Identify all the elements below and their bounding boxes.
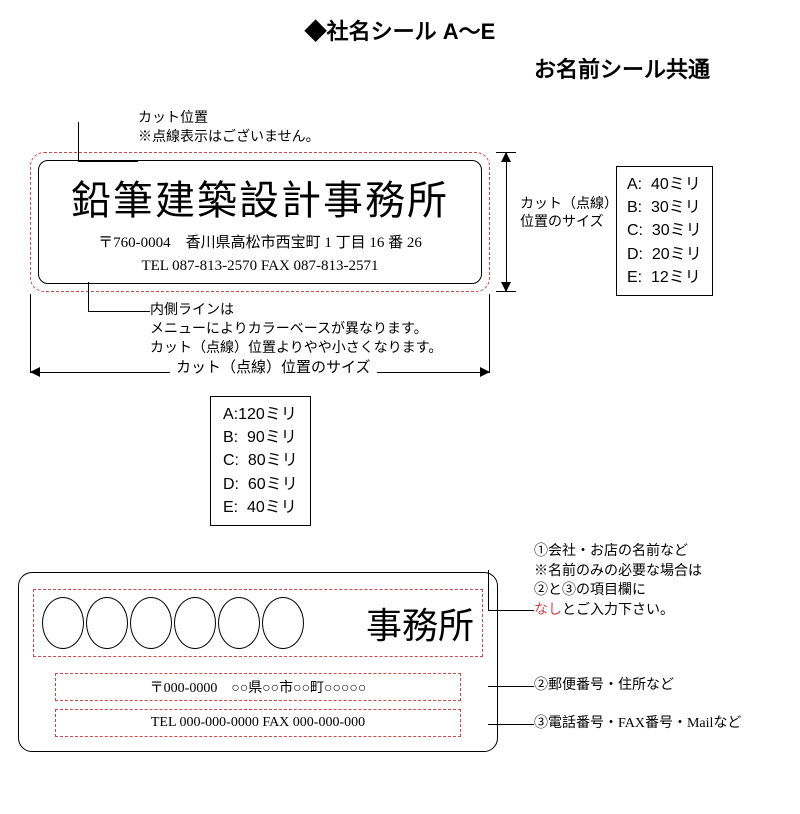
note-line: 内側ラインは (150, 302, 442, 321)
office-suffix: 事務所 (366, 597, 474, 649)
callout-2: ②郵便番号・住所など (534, 676, 674, 696)
callout-line: ②郵便番号・住所など (534, 676, 674, 696)
callout-line: ※名前のみの必要な場合は (534, 562, 702, 582)
label-card-sample: 鉛筆建築設計事務所 〒760-0004 香川県高松市西宝町 1 丁目 16 番 … (30, 152, 490, 292)
template-field-1: 事務所 (33, 589, 483, 657)
cut-position-note: カット位置 ※点線表示はございません。 (138, 110, 320, 148)
address-line: 〒760-0004 香川県高松市西宝町 1 丁目 16 番 26 (30, 232, 490, 255)
template-field-3: TEL 000-000-0000 FAX 000-000-000 (55, 709, 461, 737)
page-title: ◆社名シール A～E (0, 14, 800, 46)
dim-label-line: カット（点線） (520, 196, 618, 214)
callout-line: なしとご入力下さい。 (534, 601, 702, 621)
telfax-line: TEL 087-813-2570 FAX 087-813-2571 (30, 255, 490, 278)
note-line: ※点線表示はございません。 (138, 129, 320, 148)
placeholder-circles (42, 597, 304, 649)
callout-line: ①会社・お店の名前など (534, 542, 702, 562)
callout-3: ③電話番号・FAX番号・Mailなど (534, 714, 741, 734)
note-line: メニューによりカラーベースが異なります。 (150, 321, 442, 340)
top-diagram: カット位置 ※点線表示はございません。 鉛筆建築設計事務所 〒760-0004 … (18, 110, 782, 430)
width-size-table: A:120ミリ B: 90ミリ C: 80ミリ D: 60ミリ E: 40ミリ (210, 396, 311, 526)
dim-label-line: 位置のサイズ (520, 214, 618, 232)
callout-text: ②と③の項目欄に (534, 583, 646, 598)
height-size-table: A: 40ミリ B: 30ミリ C: 30ミリ D: 20ミリ E: 12ミリ (616, 166, 713, 296)
callout-line: ③電話番号・FAX番号・Mailなど (534, 714, 741, 734)
address-block: 〒760-0004 香川県高松市西宝町 1 丁目 16 番 26 TEL 087… (30, 232, 490, 277)
callout-line: ②と③の項目欄に (534, 581, 702, 601)
inner-line-note: 内側ラインは メニューによりカラーベースが異なります。 カット（点線）位置よりや… (150, 302, 442, 359)
bottom-template-diagram: 事務所 〒000-0000 ○○県○○市○○町○○○○○ TEL 000-000… (18, 542, 782, 792)
page-subtitle: お名前シール共通 (0, 52, 710, 84)
callout-1: ①会社・お店の名前など ※名前のみの必要な場合は ②と③の項目欄に なしとご入力… (534, 542, 702, 620)
template-card: 事務所 〒000-0000 ○○県○○市○○町○○○○○ TEL 000-000… (18, 572, 498, 752)
callout-text-red: なし (534, 603, 562, 618)
width-dimension: カット（点線）位置のサイズ (30, 362, 490, 382)
template-field-2: 〒000-0000 ○○県○○市○○町○○○○○ (55, 673, 461, 701)
note-line: カット位置 (138, 110, 320, 129)
height-dimension (496, 152, 516, 292)
callout-text: とご入力下さい。 (562, 603, 674, 618)
height-dimension-label: カット（点線） 位置のサイズ (520, 196, 618, 232)
company-name: 鉛筆建築設計事務所 (30, 168, 490, 226)
width-dimension-label: カット（点線）位置のサイズ (170, 356, 377, 377)
